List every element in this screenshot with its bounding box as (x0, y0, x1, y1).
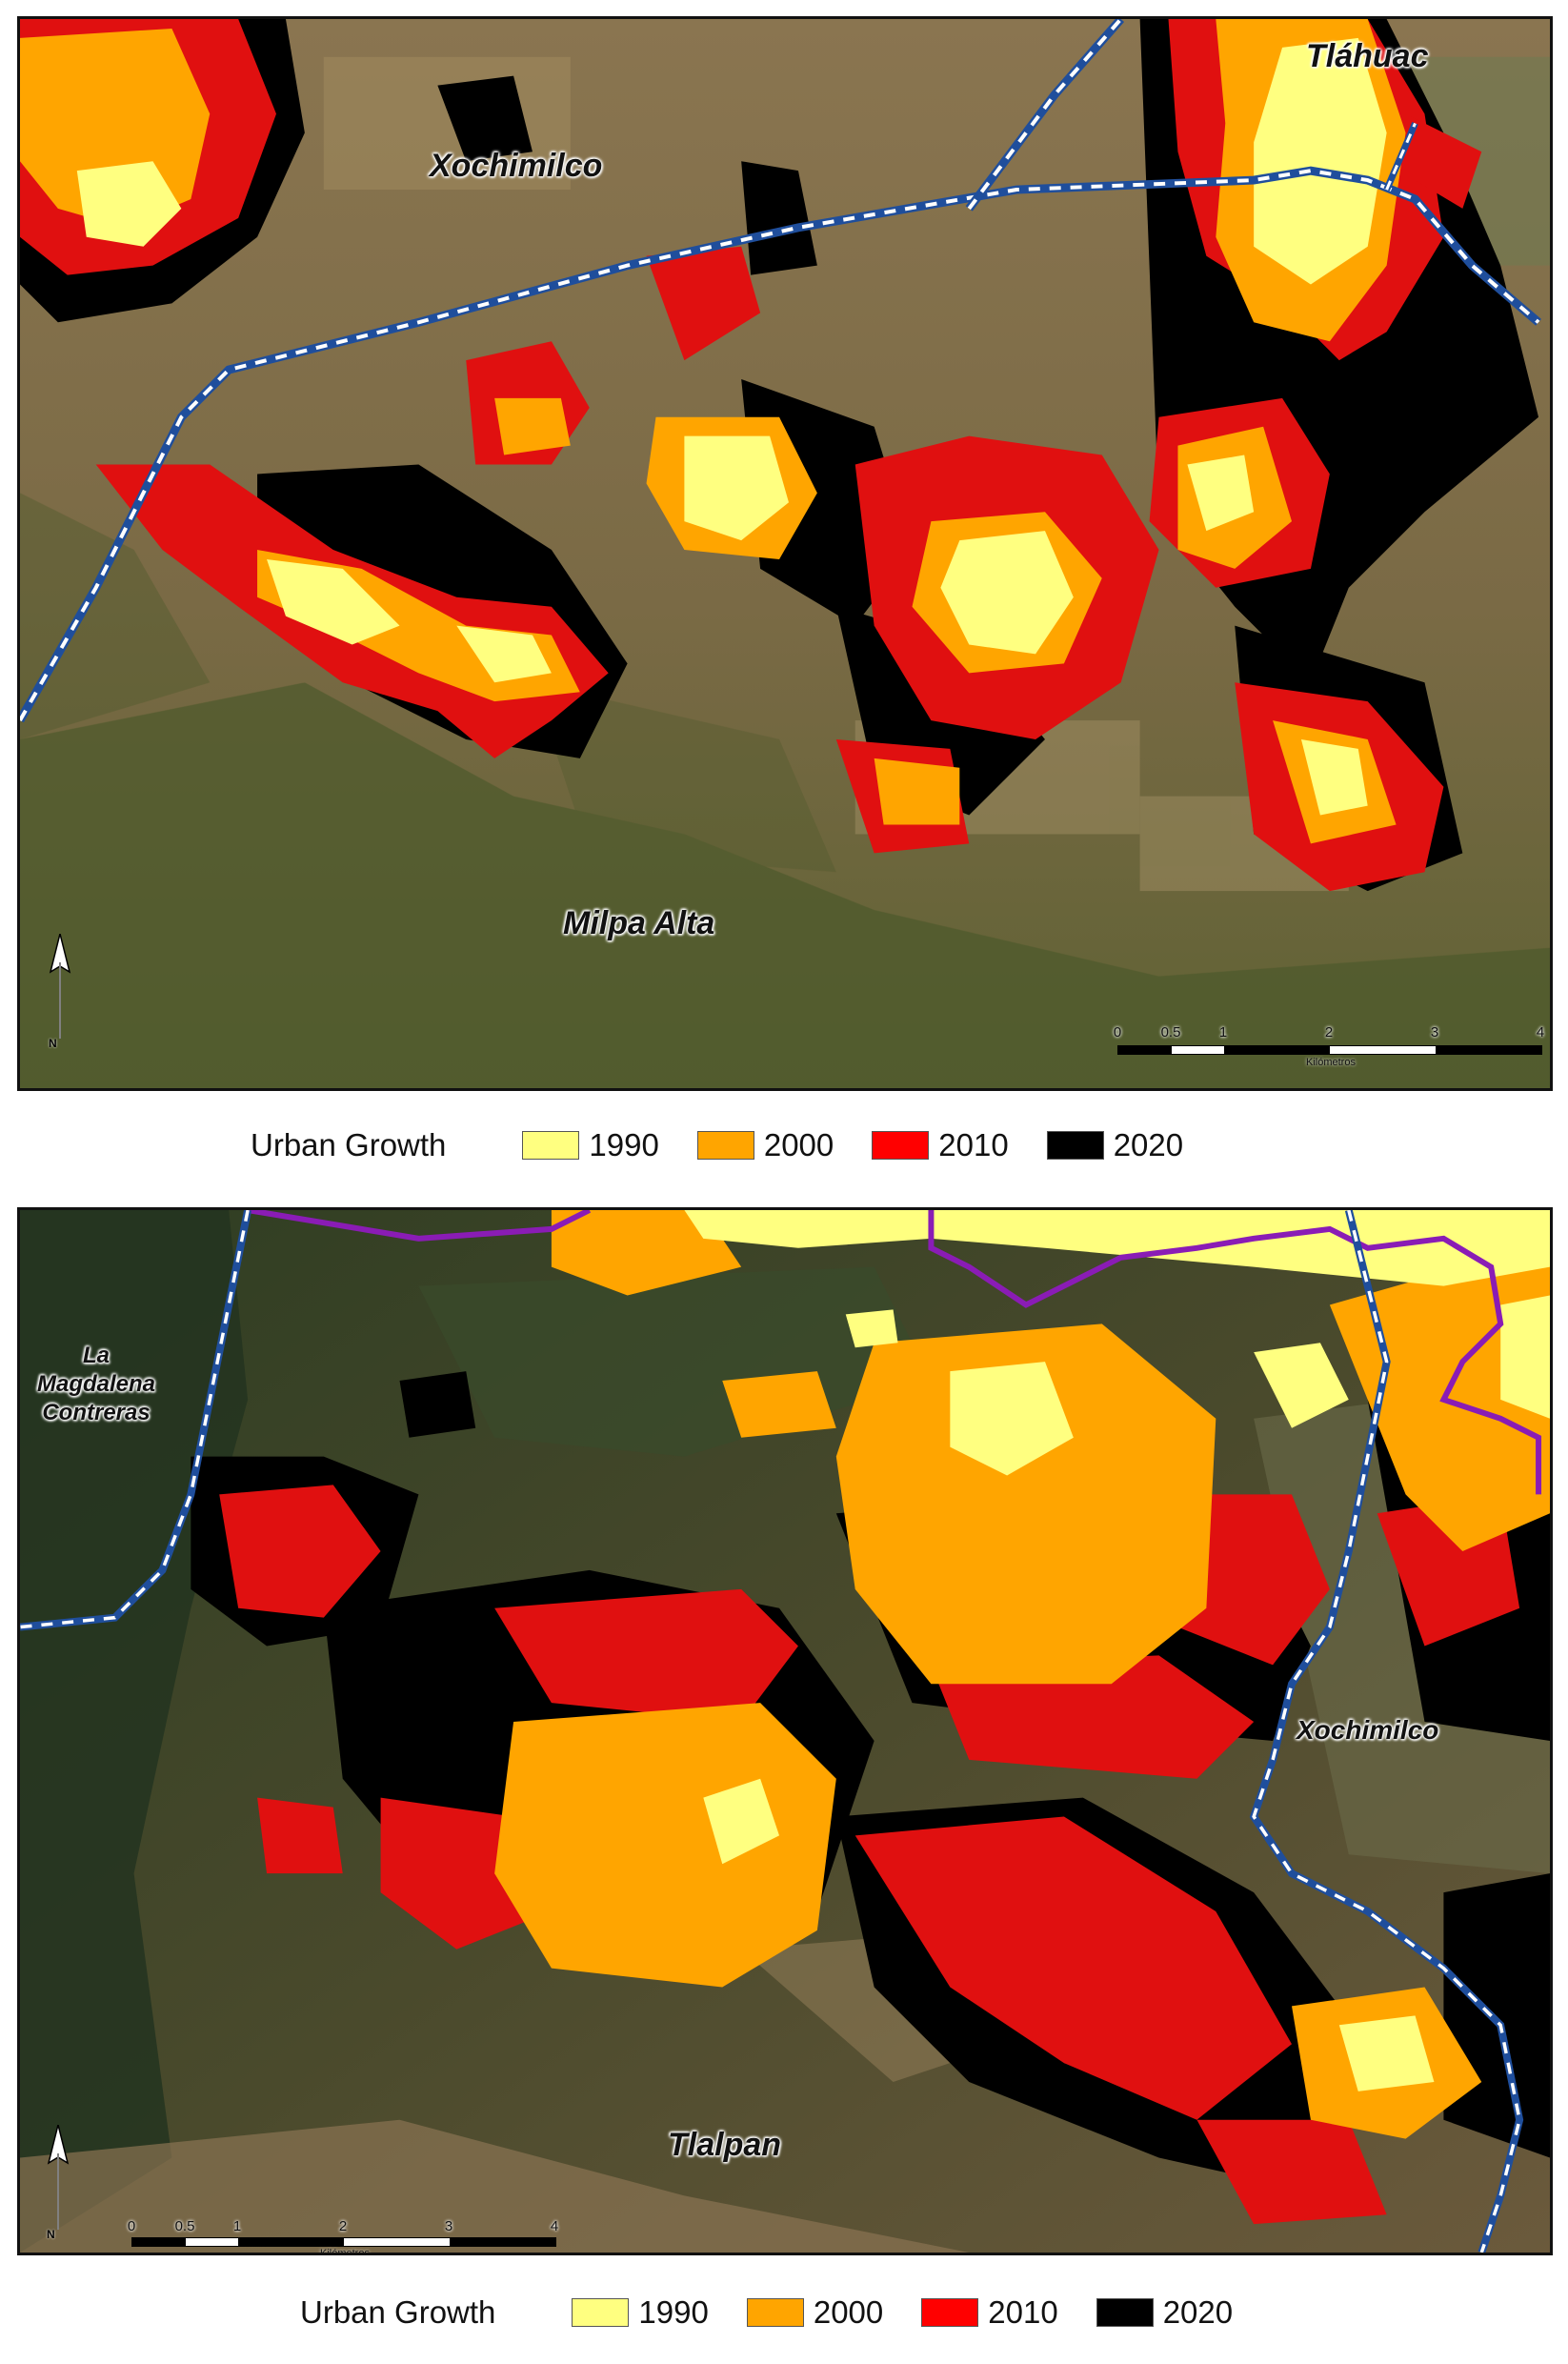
scale-bar: 0 0.5 1 2 3 4 Kilómetros (111, 2218, 559, 2255)
urban-growth-map-bottom (20, 1210, 1550, 2253)
place-label-xochimilco: Xochimilco (430, 148, 603, 184)
delegation-boundary-purple (247, 1210, 1542, 1495)
legend-swatch-2020 (1046, 1131, 1104, 1160)
north-arrow-icon: N (47, 2125, 70, 2249)
legend-swatch-1990 (572, 2298, 630, 2327)
scale-tick: 3 (444, 2218, 453, 2234)
growth-2000 (494, 1210, 1550, 2139)
north-label: N (47, 2228, 55, 2241)
place-label-xochimilco: Xochimilco (1297, 1715, 1439, 1745)
legend-label-2010: 2010 (988, 2294, 1058, 2330)
place-label-tlalpan: Tlalpan (668, 2127, 782, 2163)
scale-bar: 0 0.5 1 2 3 4 Kilómetros (1096, 1024, 1544, 1072)
scale-tick: 1 (232, 2218, 242, 2234)
scale-bar-segments (131, 2237, 556, 2247)
map-panel-bottom: La Magdalena Contreras Xochimilco Tlalpa… (17, 1207, 1553, 2255)
legend-title: Urban Growth (300, 2294, 496, 2330)
north-label: N (49, 1037, 57, 1050)
scale-tick: 0 (127, 2218, 136, 2234)
legend-title: Urban Growth (251, 1127, 447, 1162)
north-arrow-icon: N (49, 934, 71, 1058)
scale-tick: 1 (1218, 1024, 1228, 1041)
scale-tick: 2 (1324, 1024, 1334, 1041)
place-label-la-magdalena-contreras: La Magdalena Contreras (37, 1342, 155, 1427)
place-label-milpa-alta: Milpa Alta (563, 905, 715, 941)
scale-tick: 0.5 (174, 2218, 195, 2234)
place-label-line: La (83, 1343, 111, 1368)
place-label-tlahuac: Tláhuac (1306, 38, 1429, 74)
municipal-boundaries (20, 1210, 1524, 2253)
scale-tick: 0 (1113, 1024, 1122, 1041)
legend-label-2000: 2000 (813, 2294, 884, 2330)
legend-label-2020: 2020 (1162, 2294, 1234, 2330)
place-label-line: Contreras (42, 1400, 151, 1425)
legend-swatch-2010 (872, 1131, 930, 1160)
growth-1990 (76, 37, 1387, 816)
urban-growth-map-top (20, 19, 1550, 1088)
legend-label-2000: 2000 (763, 1127, 834, 1162)
scale-unit: Kilómetros (1306, 1057, 1356, 1068)
legend-swatch-2000 (746, 2298, 804, 2327)
legend-swatch-1990 (522, 1131, 580, 1160)
legend-label-1990: 1990 (638, 2294, 709, 2330)
growth-2010 (219, 1485, 1520, 2225)
vegetation-areas (20, 493, 1550, 1088)
map-panel-top: Xochimilco Tláhuac Milpa Alta N 0 0.5 1 … (17, 16, 1553, 1091)
scale-tick: 3 (1430, 1024, 1439, 1041)
legend-bottom: Urban Growth 1990 2000 2010 2020 (300, 2294, 1271, 2331)
legend-swatch-2000 (696, 1131, 754, 1160)
scale-tick: 0.5 (1160, 1024, 1181, 1041)
scale-tick: 4 (550, 2218, 559, 2234)
scale-unit: Kilómetros (320, 2248, 370, 2255)
legend-swatch-2020 (1096, 2298, 1154, 2327)
legend-label-2020: 2020 (1113, 1127, 1184, 1162)
legend-top: Urban Growth 1990 2000 2010 2020 (251, 1127, 1221, 1163)
scale-tick: 2 (338, 2218, 348, 2234)
place-label-line: Magdalena (37, 1371, 156, 1397)
legend-swatch-2010 (921, 2298, 979, 2327)
legend-label-2010: 2010 (938, 1127, 1009, 1162)
municipal-boundaries (20, 19, 1541, 723)
scale-bar-segments (1117, 1045, 1542, 1055)
scale-tick: 4 (1536, 1024, 1545, 1041)
legend-label-1990: 1990 (589, 1127, 659, 1162)
